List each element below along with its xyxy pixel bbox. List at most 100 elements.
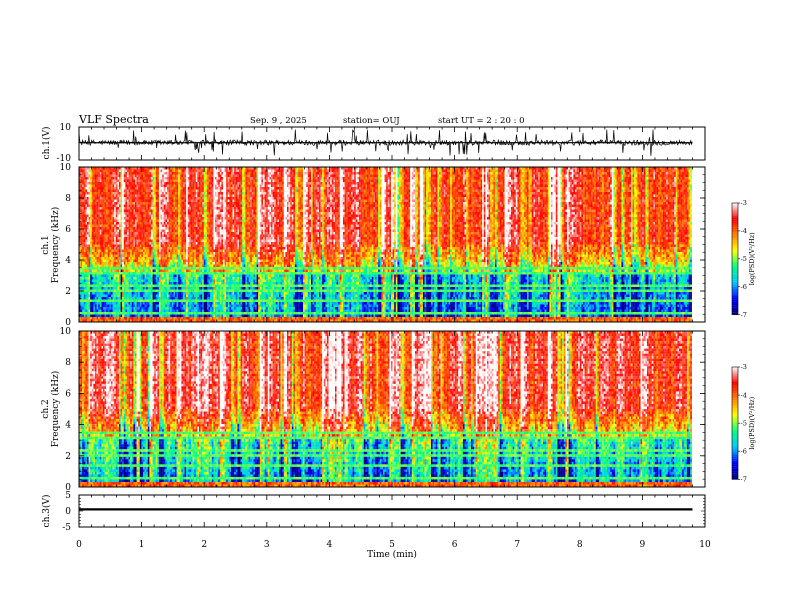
spectrogram-cell: [108, 242, 110, 245]
spectrogram-cell: [97, 262, 99, 265]
spectrogram-cell: [129, 255, 131, 258]
ch1-waveform-trace: [79, 130, 692, 156]
spectrogram-cell: [101, 225, 103, 228]
spectrogram-cell: [100, 175, 102, 178]
spectrogram-cell: [113, 237, 115, 240]
spectrogram-cell: [113, 212, 115, 215]
spectrogram-cell: [113, 172, 115, 175]
spectrogram-cell: [111, 217, 113, 220]
spectrogram-cell: [119, 315, 121, 318]
spectrogram-cell: [121, 170, 123, 173]
spectrogram-cell: [132, 187, 134, 190]
spectrogram-cell: [85, 257, 87, 260]
spectrogram-cell: [106, 237, 108, 240]
spectrogram-cell: [82, 285, 84, 288]
spectrogram-cell: [89, 257, 91, 260]
spectrogram-cell: [105, 195, 107, 198]
spectrogram-cell: [103, 197, 105, 200]
spectrogram-cell: [84, 265, 86, 268]
spectrogram-cell: [117, 270, 119, 273]
spectrogram-cell: [92, 300, 94, 303]
spectrogram-cell: [114, 252, 116, 255]
spectrogram-cell: [93, 295, 95, 298]
spectrogram-cell: [114, 262, 116, 265]
spectrogram-cell: [111, 310, 113, 313]
spectrogram-cell: [135, 230, 137, 233]
spectrogram-cell: [98, 250, 100, 253]
spectrogram-cell: [87, 252, 89, 255]
spectrogram-cell: [114, 182, 116, 185]
spectrogram-cell: [109, 262, 111, 265]
spectrogram-cell: [113, 260, 115, 263]
spectrogram-cell: [90, 240, 92, 243]
spectrogram-cell: [137, 190, 139, 193]
spectrogram-cell: [121, 267, 123, 270]
spectrogram-cell: [130, 282, 132, 285]
spectrogram-cell: [95, 295, 97, 298]
spectrogram-cell: [100, 172, 102, 175]
spectrogram-cell: [84, 187, 86, 190]
spectrogram-cell: [98, 235, 100, 238]
spectrogram-cell: [87, 260, 89, 263]
spectrogram-cell: [93, 275, 95, 278]
spectrogram-cell: [103, 252, 105, 255]
spectrogram-cell: [124, 237, 126, 240]
spectrogram-cell: [124, 297, 126, 300]
spectrogram-cell: [119, 260, 121, 263]
spectrogram-cell: [87, 187, 89, 190]
spectrogram-cell: [89, 170, 91, 173]
spectrogram-cell: [130, 207, 132, 210]
spectrogram-cell: [84, 225, 86, 228]
spectrogram-cell: [109, 225, 111, 228]
spectrogram-cell: [95, 200, 97, 203]
spectrogram-cell: [106, 275, 108, 278]
spectrogram-cell: [127, 290, 129, 293]
spectrogram-cell: [129, 300, 131, 303]
spectrogram-cell: [129, 242, 131, 245]
spectrogram-cell: [111, 177, 113, 180]
spectrogram-cell: [111, 307, 113, 310]
spectrogram-cell: [97, 270, 99, 273]
spectrogram-cell: [100, 192, 102, 195]
spectrogram-cell: [127, 280, 129, 283]
spectrogram-cell: [87, 235, 89, 238]
spectrogram-cell: [105, 247, 107, 250]
spectrogram-cell: [124, 182, 126, 185]
spectrogram-cell: [97, 230, 99, 233]
spectrogram-cell: [122, 185, 124, 188]
spectrogram-cell: [81, 272, 83, 275]
spectrogram-cell: [119, 295, 121, 298]
spectrogram-cell: [81, 245, 83, 248]
spectrogram-cell: [116, 202, 118, 205]
spectrogram-cell: [109, 232, 111, 235]
spectrogram-cell: [87, 302, 89, 305]
spectrogram-cell: [130, 285, 132, 288]
spectrogram-cell: [101, 275, 103, 278]
spectrogram-cell: [135, 227, 137, 230]
spectrogram-cell: [81, 225, 83, 228]
spectrogram-cell: [109, 270, 111, 273]
spectrogram-cell: [89, 210, 91, 213]
spectrogram-cell: [122, 207, 124, 210]
spectrogram-cell: [85, 295, 87, 298]
spectrogram-cell: [133, 215, 135, 218]
spectrogram-cell: [116, 257, 118, 260]
spectrogram-cell: [87, 305, 89, 308]
spectrogram-cell: [113, 225, 115, 228]
spectrogram-cell: [124, 310, 126, 313]
spectrogram-cell: [105, 305, 107, 308]
spectrogram-cell: [100, 185, 102, 188]
spectrogram-cell: [84, 195, 86, 198]
spectrogram-cell: [98, 175, 100, 178]
spectrogram-cell: [124, 227, 126, 230]
spectrogram-cell: [105, 202, 107, 205]
spectrogram-cell: [105, 292, 107, 295]
spectrogram-cell: [92, 267, 94, 270]
spectrogram-cell: [98, 240, 100, 243]
spectrogram-cell: [111, 317, 113, 320]
spectrogram-cell: [132, 172, 134, 175]
spectrogram-cell: [124, 217, 126, 220]
spectrogram-cell: [100, 302, 102, 305]
spectrogram-cell: [108, 200, 110, 203]
spectrogram-cell: [130, 190, 132, 193]
